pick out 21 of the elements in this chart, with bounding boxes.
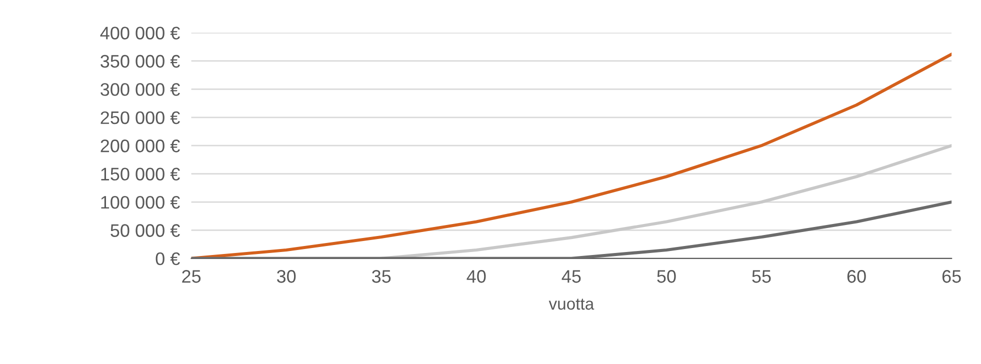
line-series <box>191 52 952 258</box>
x-tick-label: 25 <box>182 270 201 283</box>
y-tick-label: 100 000 € <box>101 196 180 209</box>
x-tick-label: 60 <box>847 270 866 283</box>
line-series <box>191 200 952 258</box>
x-axis-title: vuotta <box>548 298 594 310</box>
y-tick-label: 250 000 € <box>100 111 180 124</box>
x-tick-label: 35 <box>372 270 391 283</box>
y-tick-label: 200 000 € <box>100 140 180 152</box>
x-tick-label: 65 <box>942 270 961 283</box>
y-tick-label: 50 000 € <box>110 224 180 237</box>
y-tick-label: 0 € <box>156 252 180 266</box>
y-tick-label: 350 000 € <box>100 54 180 68</box>
y-tick-label: 400 000 € <box>100 26 180 40</box>
x-tick-label: 55 <box>752 270 771 283</box>
x-tick-label: 30 <box>276 270 296 283</box>
y-tick-label: 300 000 € <box>100 83 180 96</box>
x-tick-label: 45 <box>562 270 581 283</box>
y-tick-label: 150 000 € <box>101 168 180 181</box>
x-tick-label: 40 <box>466 270 486 283</box>
x-tick-label: 50 <box>657 270 676 283</box>
